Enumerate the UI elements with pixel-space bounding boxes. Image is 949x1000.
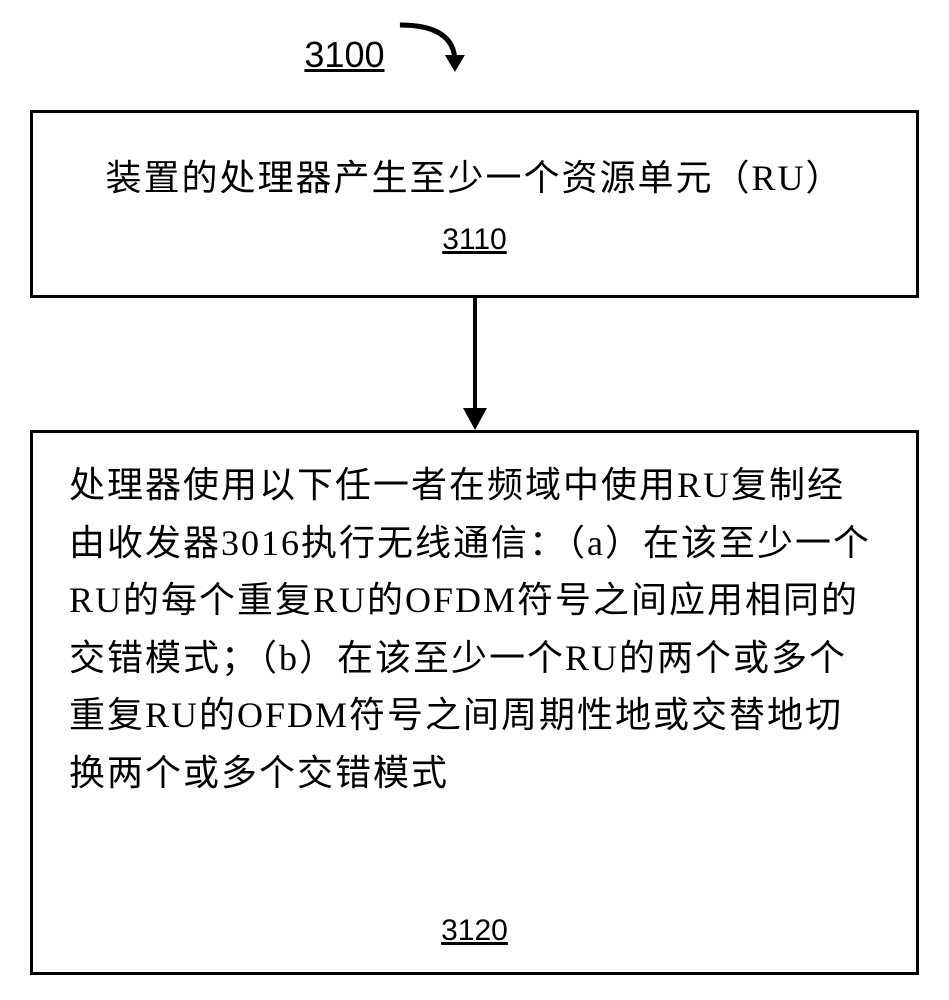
curved-arrow-icon xyxy=(395,20,475,90)
flowchart-box-1: 装置的处理器产生至少一个资源单元（RU） 3110 xyxy=(30,110,919,298)
arrow-down-icon xyxy=(455,298,495,438)
box-1-text: 装置的处理器产生至少一个资源单元（RU） xyxy=(105,151,843,205)
diagram-label: 3100 xyxy=(304,20,474,90)
box-1-ref: 3110 xyxy=(442,223,507,257)
flowchart-box-2: 处理器使用以下任一者在频域中使用RU复制经由收发器3016执行无线通信：（a）在… xyxy=(30,430,919,975)
diagram-number: 3100 xyxy=(304,34,384,76)
box-2-text: 处理器使用以下任一者在频域中使用RU复制经由收发器3016执行无线通信：（a）在… xyxy=(69,457,880,803)
box-2-ref: 3120 xyxy=(441,914,508,948)
